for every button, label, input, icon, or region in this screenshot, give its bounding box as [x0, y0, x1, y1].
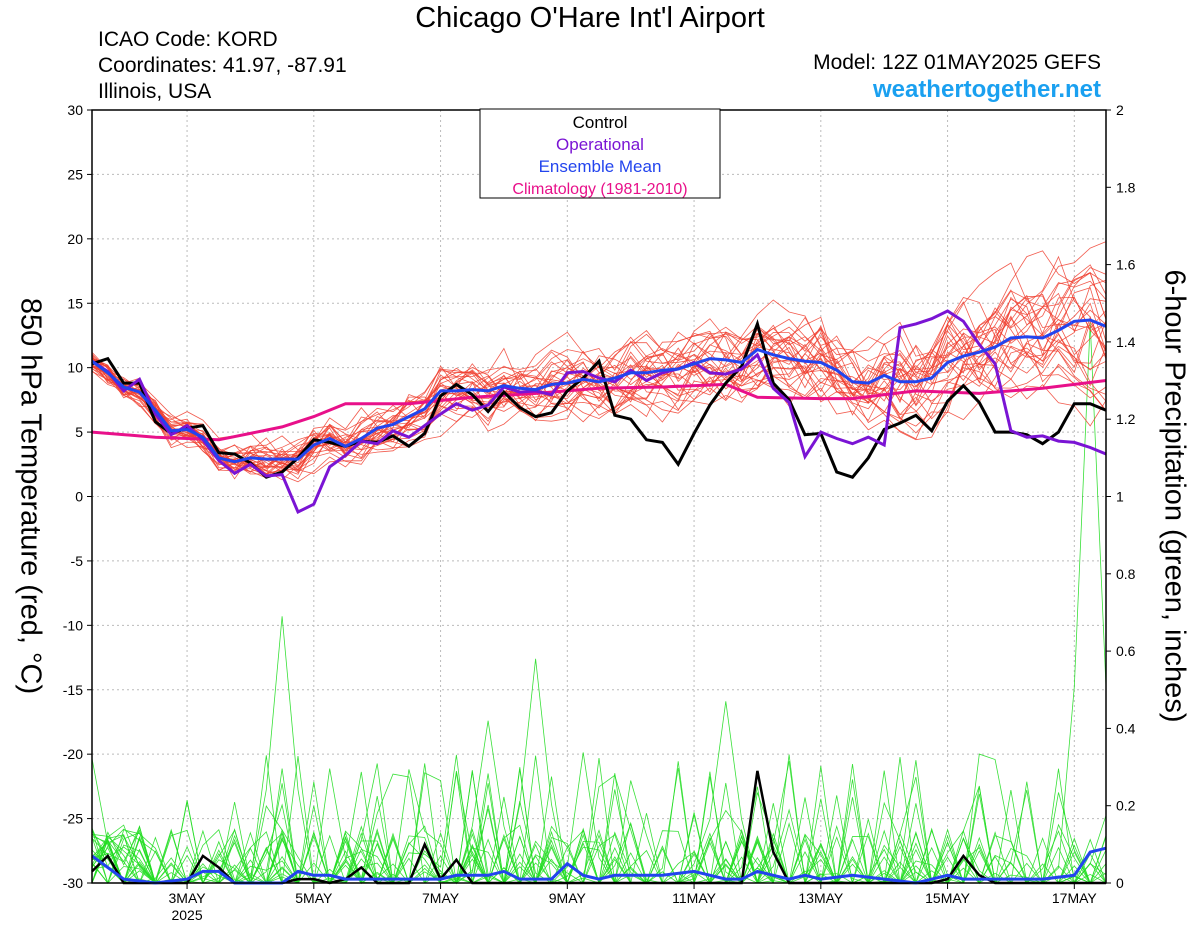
y-tick-label-left: -15 [63, 682, 83, 698]
x-tick-label: 9MAY [549, 890, 587, 906]
y-tick-label-left: 10 [67, 360, 83, 376]
temp-member-line [91, 250, 1107, 481]
precip-member-line [92, 322, 1107, 885]
precip-member-line [91, 755, 1107, 884]
x-tick-sublabel: 2025 [171, 907, 202, 923]
x-tick-label: 3MAY [169, 890, 207, 906]
x-tick-label: 11MAY [672, 890, 716, 906]
temp-member-line [91, 297, 1107, 483]
page-title: Chicago O'Hare Int'l Airport [415, 2, 765, 34]
y-tick-label-left: 25 [67, 166, 83, 182]
y-tick-label-left: -10 [63, 617, 83, 633]
legend: Control Operational Ensemble Mean Climatolo… [479, 108, 721, 199]
x-tick-label: 15MAY [925, 890, 971, 906]
y-tick-label-right: 1.2 [1116, 411, 1136, 427]
temp-member-line [91, 262, 1107, 475]
temp-member-line [91, 264, 1107, 476]
legend-entry: Control [573, 113, 628, 132]
model-run: Model: 12Z 01MAY2025 GEFS [813, 51, 1101, 74]
x-tick-label: 5MAY [295, 890, 333, 906]
y-tick-label-right: 2 [1116, 102, 1124, 118]
axes: 302520151050-5-10-15-20-25-3021.81.61.41… [63, 102, 1136, 923]
temperature-series [91, 241, 1107, 515]
precip-member-line [91, 755, 1106, 885]
y-tick-label-left: 15 [67, 295, 83, 311]
legend-entry: Operational [556, 135, 644, 154]
y-tick-label-right: 1.8 [1116, 179, 1136, 195]
precipitation-series [91, 322, 1107, 885]
x-tick-label: 17MAY [1052, 890, 1098, 906]
temp-member-line [91, 255, 1107, 474]
region: Illinois, USA [98, 80, 212, 103]
legend-entry: Climatology (1981-2010) [512, 181, 687, 198]
x-tick-label: 7MAY [422, 890, 460, 906]
temp-member-line [91, 241, 1107, 468]
y-tick-label-right: 1.6 [1116, 257, 1136, 273]
icao-code: ICAO Code: KORD [98, 28, 278, 51]
site-url[interactable]: weathertogether.net [872, 76, 1101, 103]
y-tick-label-right: 0.8 [1116, 566, 1136, 582]
legend-box [479, 108, 721, 199]
y-tick-label-left: 30 [67, 102, 83, 118]
temp-member-line [91, 267, 1107, 465]
grid [92, 110, 1106, 883]
temp-ensemble-mean-line [91, 318, 1107, 464]
legend-entry: Ensemble Mean [539, 157, 662, 176]
temp-member-line [91, 334, 1107, 473]
temp-member-line [91, 292, 1107, 469]
temp-member-line [91, 316, 1107, 480]
y-tick-label-left: -20 [63, 746, 83, 762]
x-tick-label: 13MAY [798, 890, 844, 906]
y-tick-label-right: 0.6 [1116, 643, 1136, 659]
y-tick-label-right: 1.4 [1116, 334, 1136, 350]
coordinates: Coordinates: 41.97, -87.91 [98, 54, 347, 77]
temp-climatology-line [91, 379, 1107, 442]
y-tick-label-right: 1 [1116, 489, 1124, 505]
y-tick-label-right: 0.4 [1116, 720, 1136, 736]
y-tick-label-right: 0 [1116, 875, 1124, 891]
temp-member-line [91, 272, 1107, 472]
y-tick-label-left: 0 [75, 489, 83, 505]
y-tick-label-left: 5 [75, 424, 83, 440]
temp-operational-line [91, 309, 1107, 515]
y-tick-label-right: 0.2 [1116, 798, 1136, 814]
y-tick-label-left: -5 [71, 553, 84, 569]
y-tick-label-left: 20 [67, 231, 83, 247]
y-tick-label-left: -30 [63, 875, 83, 891]
y-tick-label-left: -25 [63, 811, 83, 827]
